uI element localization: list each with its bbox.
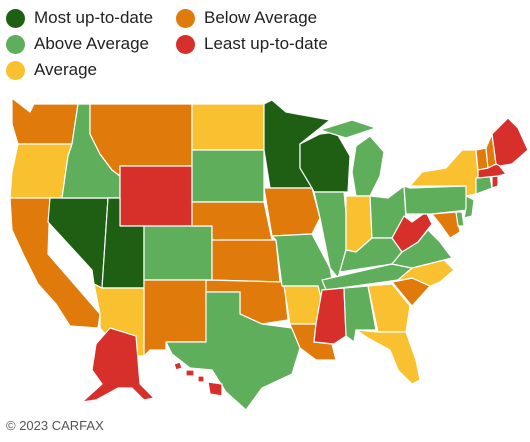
legend-swatch-least-up-to-date: [176, 34, 195, 54]
state-md[interactable]: [431, 211, 461, 239]
state-wy[interactable]: [119, 165, 193, 227]
state-ga[interactable]: [367, 283, 411, 333]
state-ri[interactable]: [491, 175, 499, 189]
legend-swatch-below-average: [176, 8, 195, 28]
state-hi[interactable]: [173, 361, 223, 397]
legend-swatch-most-up-to-date: [6, 8, 25, 28]
state-wi[interactable]: [299, 131, 351, 193]
us-states-map: [9, 97, 529, 411]
state-sd[interactable]: [191, 149, 265, 203]
state-wv[interactable]: [391, 211, 433, 253]
legend-item-most-up-to-date: Most up-to-date: [6, 6, 153, 30]
state-fl[interactable]: [355, 329, 421, 385]
state-ar[interactable]: [283, 285, 323, 325]
legend-label-above-average: Above Average: [34, 34, 149, 53]
legend-label-below-average: Below Average: [204, 8, 318, 27]
state-co[interactable]: [143, 225, 213, 281]
legend-item-least-up-to-date: Least up-to-date: [176, 32, 328, 56]
legend-item-above-average: Above Average: [6, 32, 149, 56]
legend-swatch-average: [6, 60, 25, 80]
state-ca[interactable]: [9, 197, 101, 329]
state-me[interactable]: [491, 117, 529, 167]
map-legend: Most up-to-date Above Average Average Be…: [6, 6, 366, 88]
state-ia[interactable]: [263, 187, 321, 237]
state-nj[interactable]: [463, 195, 475, 219]
legend-item-average: Average: [6, 58, 97, 82]
state-mi[interactable]: [319, 119, 385, 197]
state-pa[interactable]: [403, 185, 469, 215]
state-ct[interactable]: [475, 175, 493, 195]
state-de[interactable]: [455, 211, 465, 227]
legend-label-least-up-to-date: Least up-to-date: [204, 34, 328, 53]
legend-label-average: Average: [34, 60, 98, 79]
legend-swatch-above-average: [6, 34, 25, 54]
state-tx[interactable]: [165, 291, 301, 411]
state-ak[interactable]: [81, 327, 155, 403]
legend-label-most-up-to-date: Most up-to-date: [34, 8, 154, 27]
state-wa[interactable]: [11, 97, 79, 145]
state-ks[interactable]: [211, 239, 281, 283]
legend-item-below-average: Below Average: [176, 6, 317, 30]
copyright-text: © 2023 CARFAX: [6, 418, 104, 433]
state-nd[interactable]: [191, 103, 265, 151]
